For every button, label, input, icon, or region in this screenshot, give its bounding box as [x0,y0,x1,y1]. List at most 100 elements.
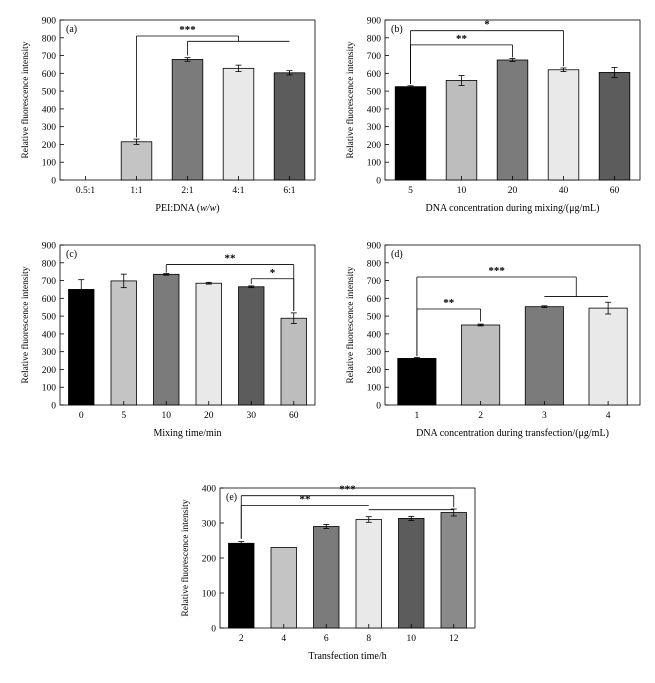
bar-0 [68,289,95,406]
y-tick-label: 400 [42,105,57,115]
x-tick-label: 6 [324,634,329,644]
x-axis-title-part: DNA concentration during mixing/(μg/mL) [426,203,600,214]
y-tick-label: 900 [42,242,57,252]
x-tick-label: 20 [508,186,518,196]
y-tick-label: 300 [202,520,217,530]
y-tick-label: 400 [202,485,217,495]
y-tick-label: 200 [42,141,57,151]
x-tick-label: 5 [408,186,413,196]
panel-label: (e) [226,492,237,503]
y-tick-label: 900 [42,17,57,27]
y-tick-label: 200 [367,366,382,376]
plot-frame [219,487,476,629]
x-tick-label: 4:1 [232,186,244,196]
y-tick-label: 0 [51,402,56,412]
y-tick-label: 500 [42,313,57,323]
x-tick-label: 4 [281,634,286,644]
y-tick-label: 0 [211,625,216,635]
bar-60 [280,317,307,406]
panel-label: (a) [66,24,77,35]
y-tick-label: 600 [367,70,382,80]
x-axis-title-part: DNA concentration during transfection/(μ… [416,428,609,439]
y-tick-label: 0 [376,402,381,412]
chart-panel-a: 0 100 200 300 400 500 600 700 800 900 0.5:1 1:1 2:1 4… [20,17,316,214]
bar-40 [547,69,580,181]
y-tick-label: 800 [367,34,382,44]
bar-3 [524,306,564,406]
bar-1-1 [120,141,153,181]
bar-10 [398,518,425,629]
x-tick-label: 1 [415,411,420,421]
x-tick-label: 0 [79,411,84,421]
x-tick-label: 2:1 [181,186,193,196]
y-tick-label: 200 [42,366,57,376]
x-tick-label: 20 [204,411,214,421]
bar-10 [445,80,478,181]
panel-label: (b) [391,24,403,35]
y-tick-label: 700 [367,277,382,287]
bar-6-1 [273,72,306,181]
y-tick-label: 800 [42,34,57,44]
y-tick-label: 0 [376,177,381,187]
bar-20 [195,282,222,406]
y-axis-title: Relative fluorescence intensity [20,266,31,383]
y-tick-label: 0 [51,177,56,187]
x-axis-title-part: ) [216,203,219,214]
significance-label: ** [456,33,468,45]
bar-2 [461,324,501,406]
y-tick-label: 600 [42,70,57,80]
y-tick-label: 100 [367,159,382,169]
x-tick-label: 3 [542,411,547,421]
bar-5 [394,86,427,181]
bar-20 [496,59,529,181]
y-tick-label: 100 [367,384,382,394]
x-tick-label: 30 [247,411,257,421]
significance-label: ** [443,297,455,309]
y-tick-label: 800 [367,259,382,269]
y-tick-label: 500 [42,88,57,98]
bar-5 [110,280,137,406]
y-tick-label: 500 [367,88,382,98]
x-tick-label: 10 [407,634,417,644]
y-tick-label: 800 [42,259,57,269]
bar-4-1 [222,67,255,181]
x-axis-title-part: w/w [200,203,216,214]
bar-12 [440,512,467,629]
y-tick-label: 400 [367,105,382,115]
x-tick-label: 60 [289,411,299,421]
bar-1 [397,358,437,406]
x-tick-label: 4 [606,411,611,421]
x-axis-title: DNA concentration during transfection/(μ… [416,428,609,439]
x-axis-title: PEI:DNA (w/w) [155,203,219,214]
y-tick-label: 400 [367,330,382,340]
y-tick-label: 100 [42,159,57,169]
y-tick-label: 900 [367,242,382,252]
plot-frame [59,244,316,406]
y-tick-label: 700 [367,52,382,62]
y-tick-label: 300 [42,123,57,133]
x-axis-title-part: PEI:DNA ( [155,203,200,214]
y-axis-title: Relative fluorescence intensity [345,41,356,158]
panel-label: (c) [66,249,77,260]
y-axis-title: Relative fluorescence intensity [345,266,356,383]
y-tick-label: 700 [42,277,57,287]
x-axis-title: DNA concentration during mixing/(μg/mL) [426,203,600,214]
y-axis-title: Relative fluorescence intensity [180,499,191,616]
y-tick-label: 600 [367,295,382,305]
x-tick-label: 10 [457,186,467,196]
significance-label: *** [339,484,356,496]
x-tick-label: 60 [610,186,620,196]
y-tick-label: 100 [42,384,57,394]
significance-label: ** [300,494,312,506]
x-tick-label: 40 [559,186,569,196]
y-tick-label: 600 [42,295,57,305]
x-axis-title-part: Transfection time/h [308,651,386,662]
y-tick-label: 200 [367,141,382,151]
x-axis-title: Mixing time/min [153,428,221,439]
x-axis-title-part: Mixing time/min [153,428,221,439]
y-tick-label: 200 [202,555,217,565]
x-tick-label: 12 [449,634,459,644]
